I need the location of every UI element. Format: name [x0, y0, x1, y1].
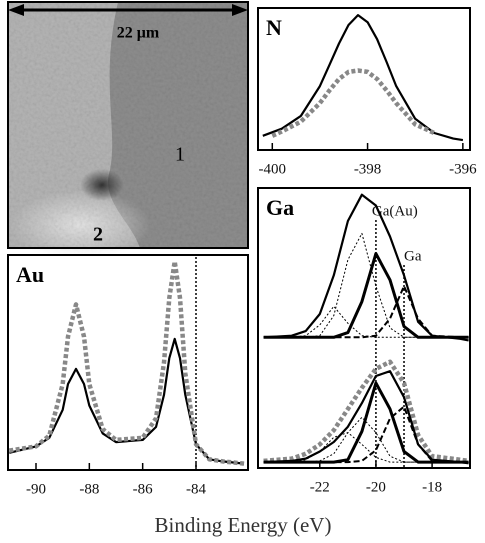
spectrum-line [263, 359, 469, 464]
x-tick-label: -400 [259, 161, 287, 177]
region-label: 2 [93, 224, 103, 246]
x-tick-label: -90 [26, 481, 46, 497]
x-tick-label: -88 [79, 481, 99, 497]
region-label: 1 [175, 144, 185, 166]
x-tick-label: -20 [366, 479, 386, 495]
scale-bar-label: 22 μm [117, 25, 160, 42]
plot-frame [7, 254, 249, 471]
panel-title: N [266, 15, 282, 40]
x-tick-label: -22 [310, 479, 330, 495]
spectrum-line [262, 14, 464, 142]
x-tick-label: -398 [354, 161, 382, 177]
micrograph: 22 μm 1 2 [7, 1, 249, 260]
plot-frame [257, 7, 471, 151]
panel-title: Au [16, 262, 44, 287]
annotation: Ga(Au) [372, 203, 418, 219]
spectrum-line [263, 381, 469, 464]
spectrum-line [263, 193, 469, 342]
annotation: Ga [404, 248, 422, 264]
spectrum-line [8, 259, 245, 466]
x-tick-label: -86 [133, 481, 153, 497]
spectrum-line [263, 252, 469, 339]
x-tick-label: -396 [449, 161, 477, 177]
spectrum-line [271, 68, 436, 138]
x-axis-label: Binding Energy (eV) [155, 513, 332, 537]
panel-title: Ga [266, 195, 294, 220]
x-tick-label: -84 [186, 481, 206, 497]
spectrum-line [263, 370, 469, 465]
x-tick-label: -18 [422, 479, 442, 495]
spectrum-line [263, 305, 469, 338]
